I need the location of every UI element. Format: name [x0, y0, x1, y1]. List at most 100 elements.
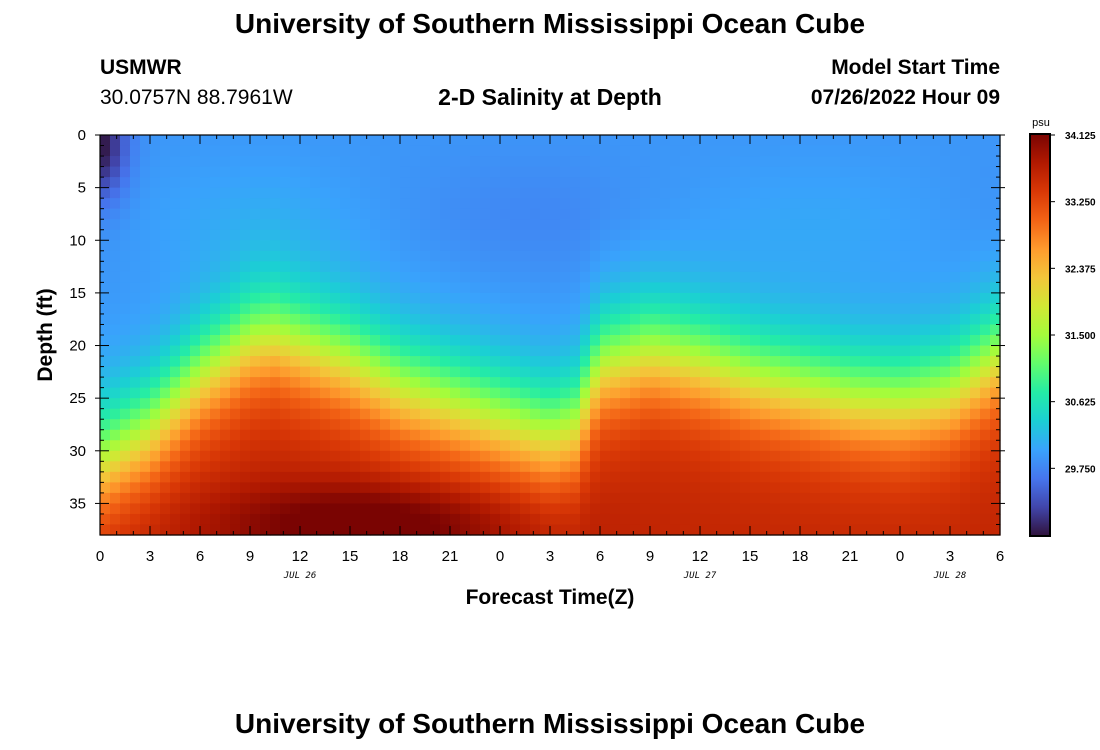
- heatmap-cell: [630, 482, 641, 494]
- heatmap-cell: [740, 387, 751, 399]
- heatmap-cell: [450, 482, 461, 494]
- heatmap-cell: [120, 240, 131, 252]
- heatmap-cell: [540, 145, 551, 157]
- heatmap-cell: [390, 313, 401, 326]
- heatmap-cell: [140, 450, 151, 462]
- heatmap-cell: [200, 135, 211, 147]
- heatmap-cell: [520, 282, 531, 294]
- heatmap-cell: [180, 492, 191, 505]
- heatmap-cell: [540, 135, 551, 147]
- heatmap-cell: [760, 429, 771, 441]
- heatmap-cell: [490, 524, 501, 536]
- heatmap-cell: [310, 366, 321, 378]
- heatmap-cell: [660, 198, 671, 210]
- heatmap-cell: [670, 408, 681, 420]
- heatmap-cell: [260, 366, 271, 378]
- heatmap-cell: [610, 513, 621, 526]
- heatmap-cell: [120, 208, 131, 220]
- heatmap-cell: [150, 229, 161, 241]
- heatmap-cell: [330, 250, 341, 262]
- heatmap-cell: [990, 429, 1001, 441]
- heatmap-cell: [130, 271, 141, 283]
- heatmap-cell: [680, 250, 691, 262]
- heatmap-cell: [400, 398, 411, 410]
- heatmap-cell: [230, 377, 241, 389]
- heatmap-cell: [770, 208, 781, 220]
- heatmap-cell: [440, 187, 451, 199]
- heatmap-cell: [620, 398, 631, 410]
- heatmap-cell: [730, 513, 741, 526]
- heatmap-cell: [310, 492, 321, 505]
- heatmap-cell: [390, 145, 401, 157]
- heatmap-cell: [400, 345, 411, 357]
- heatmap-cell: [220, 335, 231, 347]
- heatmap-cell: [960, 366, 971, 378]
- heatmap-cell: [980, 503, 991, 515]
- heatmap-cell: [670, 324, 681, 336]
- heatmap-cell: [860, 366, 871, 378]
- heatmap-cell: [960, 166, 971, 178]
- heatmap-cell: [220, 524, 231, 536]
- heatmap-cell: [950, 166, 961, 178]
- heatmap-cell: [730, 177, 741, 189]
- heatmap-cell: [650, 335, 661, 347]
- heatmap-cell: [230, 387, 241, 399]
- heatmap-cell: [560, 324, 571, 336]
- heatmap-cell: [200, 492, 211, 505]
- heatmap-cell: [230, 366, 241, 378]
- heatmap-cell: [910, 524, 921, 536]
- heatmap-cell: [600, 198, 611, 210]
- heatmap-cell: [690, 271, 701, 283]
- heatmap-cell: [820, 419, 831, 431]
- heatmap-cell: [560, 219, 571, 231]
- heatmap-cell: [550, 324, 561, 336]
- heatmap-cell: [270, 440, 281, 452]
- heatmap-cell: [530, 324, 541, 336]
- heatmap-cell: [450, 229, 461, 241]
- heatmap-cell: [120, 482, 131, 494]
- heatmap-cell: [770, 250, 781, 262]
- heatmap-cell: [930, 240, 941, 252]
- heatmap-cell: [520, 177, 531, 189]
- heatmap-cell: [670, 271, 681, 283]
- heatmap-cell: [610, 471, 621, 483]
- heatmap-cell: [170, 261, 181, 273]
- heatmap-cell: [150, 398, 161, 410]
- heatmap-cell: [750, 187, 761, 199]
- heatmap-cell: [440, 219, 451, 231]
- heatmap-cell: [760, 229, 771, 241]
- heatmap-cell: [460, 177, 471, 189]
- heatmap-cell: [980, 492, 991, 505]
- heatmap-cell: [970, 250, 981, 262]
- heatmap-cell: [900, 461, 911, 473]
- heatmap-cell: [290, 387, 301, 399]
- heatmap-cell: [840, 345, 851, 357]
- heatmap-cell: [900, 229, 911, 241]
- heatmap-cell: [860, 492, 871, 505]
- heatmap-cell: [140, 482, 151, 494]
- heatmap-cell: [850, 461, 861, 473]
- heatmap-cell: [620, 513, 631, 526]
- heatmap-cell: [230, 282, 241, 294]
- heatmap-cell: [600, 271, 611, 283]
- heatmap-cell: [730, 461, 741, 473]
- heatmap-cell: [990, 408, 1001, 420]
- heatmap-cell: [350, 250, 361, 262]
- heatmap-cell: [520, 429, 531, 441]
- heatmap-cell: [330, 145, 341, 157]
- heatmap-cell: [290, 261, 301, 273]
- heatmap-cell: [220, 292, 231, 305]
- heatmap-cell: [560, 461, 571, 473]
- heatmap-cell: [420, 461, 431, 473]
- heatmap-cell: [390, 324, 401, 336]
- heatmap-cell: [670, 187, 681, 199]
- heatmap-cell: [790, 461, 801, 473]
- heatmap-cell: [500, 408, 511, 420]
- heatmap-cell: [210, 408, 221, 420]
- heatmap-cell: [850, 324, 861, 336]
- heatmap-cell: [740, 198, 751, 210]
- heatmap-cell: [670, 503, 681, 515]
- heatmap-cell: [760, 482, 771, 494]
- heatmap-cell: [910, 229, 921, 241]
- heatmap-cell: [290, 482, 301, 494]
